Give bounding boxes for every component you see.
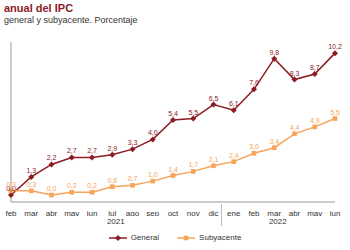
svg-text:2,7: 2,7 [67,147,77,154]
svg-text:0,3: 0,3 [8,181,16,188]
svg-text:1,7: 1,7 [188,161,198,168]
svg-text:feb: feb [248,209,260,216]
svg-text:mar: mar [267,209,281,216]
svg-text:1,0: 1,0 [148,171,158,178]
svg-text:0,6: 0,6 [107,177,117,184]
svg-text:4,0: 4,0 [148,129,158,136]
svg-text:jul: jul [107,209,116,216]
svg-text:6,1: 6,1 [229,100,239,107]
svg-text:0,2: 0,2 [87,182,97,189]
svg-text:6,5: 6,5 [209,95,219,102]
svg-text:ago: ago [126,209,140,216]
svg-text:nov: nov [187,209,200,216]
svg-text:0,3: 0,3 [26,181,36,188]
svg-text:4,4: 4,4 [290,124,300,131]
svg-text:may: may [307,209,322,216]
svg-text:3,3: 3,3 [128,139,138,146]
svg-text:2,4: 2,4 [229,152,239,159]
svg-text:jun: jun [86,209,98,216]
svg-text:2,7: 2,7 [87,147,97,154]
html-text:general y subyacente. Porcenta: general y subyacente. Porcentaje [4,15,138,25]
svg-text:0,0: 0,0 [47,185,57,192]
svg-text:abr: abr [289,209,301,216]
svg-text:9,8: 9,8 [269,49,279,56]
html-text:2022: 2022 [268,217,287,226]
html-text:anual del IPC: anual del IPC [4,2,74,14]
svg-text:jun: jun [329,209,341,216]
html-text:2021: 2021 [106,217,125,226]
svg-text:sep: sep [146,209,159,216]
svg-text:abr: abr [46,209,58,216]
svg-text:ene: ene [227,209,241,216]
html-text:General: General [130,233,160,242]
html-text:Subyacente: Subyacente [199,233,242,242]
svg-text:3,4: 3,4 [269,138,279,145]
svg-text:4,9: 4,9 [310,117,320,124]
svg-text:1,4: 1,4 [168,166,178,173]
svg-text:2,2: 2,2 [47,154,57,161]
svg-text:0,2: 0,2 [67,182,77,189]
svg-text:2,9: 2,9 [107,145,117,152]
svg-text:5,5: 5,5 [188,109,198,116]
svg-text:8,7: 8,7 [310,64,320,71]
svg-text:3,0: 3,0 [249,143,259,150]
svg-text:1,3: 1,3 [26,167,36,174]
svg-text:7,6: 7,6 [249,79,259,86]
svg-text:dic: dic [208,209,218,216]
svg-text:oct: oct [168,209,179,216]
svg-text:5,4: 5,4 [168,110,178,117]
svg-text:5,5: 5,5 [330,109,340,116]
svg-text:feb: feb [8,209,17,216]
svg-text:8,3: 8,3 [290,70,300,77]
svg-text:0,7: 0,7 [128,175,138,182]
svg-text:may: may [64,209,79,216]
svg-text:10,2: 10,2 [328,43,342,50]
svg-text:2,1: 2,1 [209,156,219,163]
svg-text:mar: mar [24,209,38,216]
